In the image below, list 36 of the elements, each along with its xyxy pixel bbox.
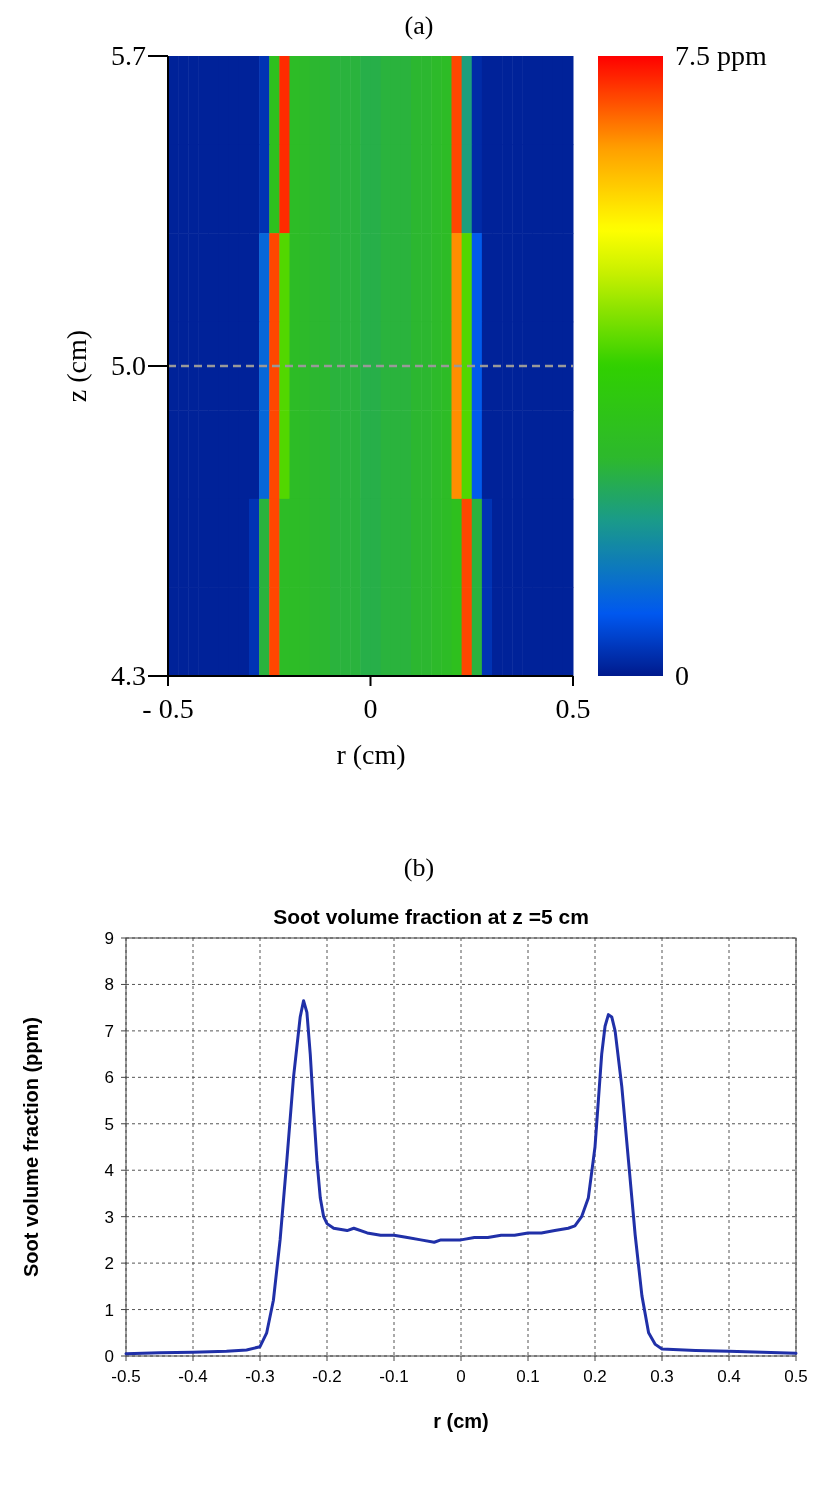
x-tick-label: -0.2 bbox=[312, 1367, 342, 1386]
y-tick-label: 1 bbox=[104, 1300, 114, 1320]
x-tick-label: 0.2 bbox=[583, 1367, 607, 1386]
x-tick-label: -0.3 bbox=[245, 1367, 275, 1386]
y-tick-label: 3 bbox=[104, 1207, 114, 1227]
color-bar-label: 0 bbox=[675, 660, 689, 691]
y-tick-label: 4.3 bbox=[111, 660, 146, 691]
x-tick-label: -0.5 bbox=[111, 1367, 141, 1386]
y-tick-label: 9 bbox=[104, 929, 114, 948]
y-tick-label: 0 bbox=[104, 1347, 114, 1366]
x-tick-label: 0 bbox=[456, 1367, 466, 1386]
chart-subtitle: Soot volume fraction at z =5 cm bbox=[273, 905, 589, 928]
x-tick-label: 0.1 bbox=[516, 1367, 540, 1386]
x-axis-title: r (cm) bbox=[433, 1410, 489, 1432]
y-tick-label: 2 bbox=[104, 1254, 114, 1274]
x-tick-label: 0.4 bbox=[717, 1367, 741, 1386]
y-tick-label: 6 bbox=[104, 1068, 114, 1088]
y-tick-label: 5.0 bbox=[111, 350, 146, 381]
y-tick-label: 8 bbox=[104, 975, 114, 995]
y-tick-label: 7 bbox=[104, 1021, 114, 1041]
x-axis-title: r (cm) bbox=[336, 739, 406, 770]
chart-title: (b) bbox=[403, 853, 435, 882]
x-tick-label: -0.4 bbox=[178, 1367, 208, 1386]
y-tick-label: 5 bbox=[104, 1114, 114, 1134]
y-tick-label: 5.7 bbox=[111, 40, 146, 71]
x-tick-label: -0.1 bbox=[379, 1367, 409, 1386]
y-axis-title: Soot volume fraction (ppm) bbox=[20, 1017, 42, 1277]
x-tick-label: - 0.5 bbox=[142, 693, 194, 724]
y-tick-label: 4 bbox=[104, 1161, 114, 1181]
chart-title: (a) bbox=[404, 11, 434, 40]
x-tick-label: 0.5 bbox=[784, 1367, 808, 1386]
x-tick-label: 0 bbox=[363, 693, 378, 724]
x-tick-label: 0.5 bbox=[555, 693, 591, 724]
x-tick-label: 0.3 bbox=[650, 1367, 674, 1386]
y-axis-title: z (cm) bbox=[61, 329, 92, 403]
color-bar-label: 7.5 ppm bbox=[675, 40, 767, 71]
